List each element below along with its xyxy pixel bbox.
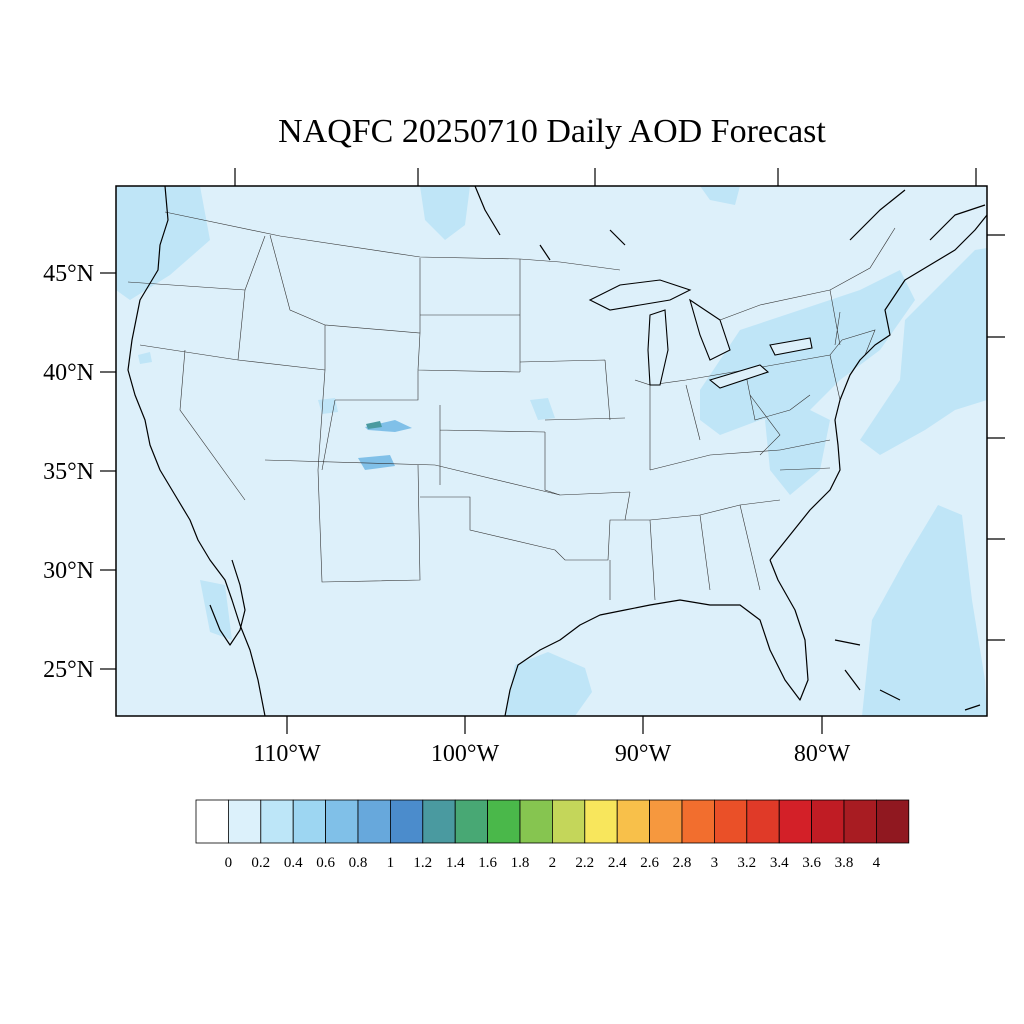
pacific-coastline bbox=[127, 186, 266, 716]
colorbar-swatch bbox=[195, 799, 229, 844]
colorbar-label: 2.4 bbox=[608, 855, 627, 871]
colorbar-label: 4 bbox=[873, 855, 881, 871]
coastlines bbox=[127, 186, 987, 716]
colorbar-label: 0.2 bbox=[251, 855, 270, 871]
colorbar-swatch bbox=[389, 799, 424, 844]
colorbar-swatch bbox=[487, 799, 521, 844]
colorbar-label: 1.8 bbox=[511, 855, 530, 871]
lon-label: 80°W bbox=[794, 741, 851, 767]
florida-keys-bahamas bbox=[834, 639, 981, 711]
aod-peak-colorado-core bbox=[366, 421, 382, 429]
aod-region-atlantic bbox=[862, 505, 987, 716]
colorbar-swatch bbox=[584, 799, 618, 844]
colorbar-swatch bbox=[746, 799, 780, 844]
lake-superior bbox=[588, 279, 692, 311]
aod-region-great-lakes bbox=[700, 270, 915, 435]
aod-colorbar: 0 0.2 0.4 0.6 0.8 1 1.2 1.4 1.6 1.8 2 2.2 2.4 2.6 2.8 3… bbox=[195, 799, 910, 871]
latitude-labels: 45°N 40°N 35°N 30°N 25°N bbox=[43, 261, 94, 683]
aod-region-northeast-offshore bbox=[860, 248, 987, 455]
colorbar-swatch bbox=[325, 799, 359, 844]
colorbar-label: 1 bbox=[387, 855, 395, 871]
map-panel: 45°N 40°N 35°N 30°N 25°N 110°W 100°W 90°… bbox=[43, 168, 1005, 767]
colorbar-swatch bbox=[649, 799, 683, 844]
colorbar-swatch bbox=[681, 799, 715, 844]
state-lines-west bbox=[127, 234, 631, 583]
colorbar-label: 0.4 bbox=[284, 855, 303, 871]
colorbar-label: 2.2 bbox=[575, 855, 594, 871]
lon-label: 110°W bbox=[253, 741, 321, 767]
colorbar-label: 0.8 bbox=[349, 855, 368, 871]
baja-coastline bbox=[209, 559, 246, 646]
colorbar-label: 1.4 bbox=[446, 855, 465, 871]
lat-label: 45°N bbox=[43, 261, 94, 287]
colorbar-swatch bbox=[843, 799, 877, 844]
map-title: NAQFC 20250710 Daily AOD Forecast bbox=[278, 113, 826, 150]
state-boundaries bbox=[127, 211, 896, 601]
colorbar-label: 3 bbox=[711, 855, 719, 871]
map-frame bbox=[115, 185, 988, 717]
aod-region-missouri bbox=[530, 398, 555, 420]
colorbar-swatch bbox=[227, 799, 262, 844]
lake-ontario bbox=[769, 337, 813, 356]
lat-label: 25°N bbox=[43, 657, 94, 683]
atlantic-coastline bbox=[769, 214, 987, 561]
gulf-coastline bbox=[504, 559, 809, 716]
lake-michigan bbox=[647, 309, 669, 386]
colorbar-swatch bbox=[422, 799, 456, 844]
aod-region-nevada-spot bbox=[138, 352, 152, 364]
colorbar-swatch bbox=[616, 799, 651, 844]
aod-peak-colorado-north bbox=[365, 420, 412, 432]
colorbar-label: 2.6 bbox=[640, 855, 659, 871]
colorbar-label: 1.2 bbox=[413, 855, 432, 871]
lat-label: 35°N bbox=[43, 459, 94, 485]
colorbar-swatch bbox=[811, 799, 845, 844]
colorbar-swatch bbox=[292, 799, 327, 844]
aod-region-appalachians bbox=[765, 405, 830, 495]
aod-region-lake-superior-north bbox=[420, 186, 470, 240]
aod-background-field bbox=[116, 186, 987, 716]
lake-huron bbox=[689, 298, 731, 361]
colorbar-swatch bbox=[778, 799, 813, 844]
longitude-labels: 110°W 100°W 90°W 80°W bbox=[253, 741, 850, 767]
colorbar-label: 2.8 bbox=[673, 855, 692, 871]
lake-erie bbox=[708, 364, 770, 389]
colorbar-label: 3.4 bbox=[770, 855, 789, 871]
colorbar-label: 3.8 bbox=[835, 855, 854, 871]
lon-label: 90°W bbox=[615, 741, 672, 767]
colorbar-swatch bbox=[519, 799, 553, 844]
aod-region-baja-pacific bbox=[200, 580, 232, 640]
aod-field-overlays bbox=[116, 186, 987, 716]
aod-region-pacific-northwest bbox=[116, 186, 210, 300]
colorbar-label: 1.6 bbox=[478, 855, 497, 871]
lat-label: 30°N bbox=[43, 558, 94, 584]
colorbar-label: 3.6 bbox=[802, 855, 821, 871]
colorbar-swatch bbox=[552, 799, 586, 844]
colorbar-label: 3.2 bbox=[737, 855, 756, 871]
colorbar-label: 0 bbox=[225, 855, 233, 871]
state-lines-east bbox=[744, 289, 876, 471]
aod-peak-colorado-south bbox=[358, 455, 395, 470]
lat-label: 40°N bbox=[43, 360, 94, 386]
colorbar-swatch bbox=[357, 799, 391, 844]
colorbar-label: 0.6 bbox=[316, 855, 335, 871]
canada-coastline bbox=[474, 186, 986, 261]
colorbar-swatch bbox=[260, 799, 294, 844]
colorbar-swatch bbox=[454, 799, 489, 844]
colorbar-swatch bbox=[714, 799, 748, 844]
aod-region-gulf-of-mexico bbox=[505, 652, 592, 716]
colorbar-swatch bbox=[876, 799, 910, 844]
axis-ticks bbox=[100, 168, 1005, 734]
colorbar-label: 2 bbox=[549, 855, 557, 871]
lon-label: 100°W bbox=[431, 741, 500, 767]
aod-region-northern-ontario bbox=[700, 186, 740, 205]
